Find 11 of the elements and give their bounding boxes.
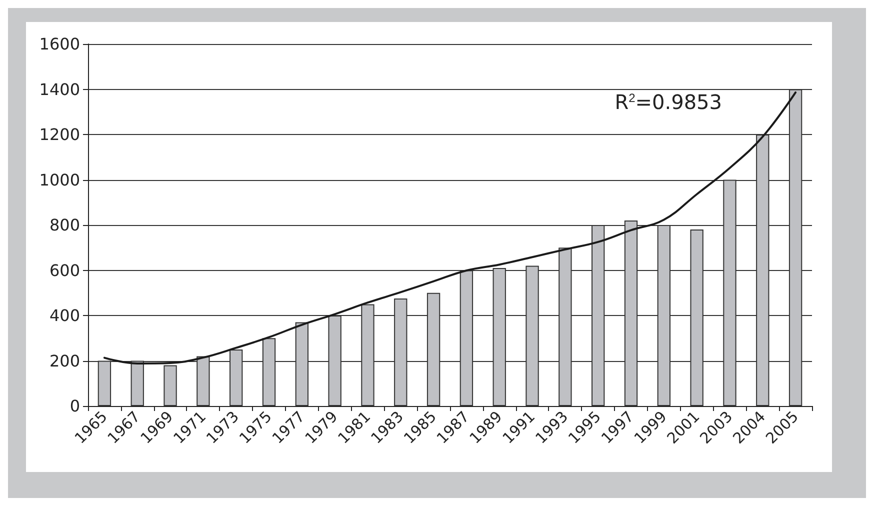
y-tick-label: 1600 xyxy=(39,34,80,54)
y-tick-label: 200 xyxy=(49,351,80,370)
y-tick-label: 400 xyxy=(49,306,80,325)
y-tick-label: 0 xyxy=(70,396,80,416)
y-tick-label: 1400 xyxy=(39,80,80,99)
y-tick-label: 1200 xyxy=(39,125,80,144)
line-series xyxy=(103,91,797,364)
bar xyxy=(164,365,177,406)
y-tick-label: 600 xyxy=(49,260,80,280)
y-tick-label: 1000 xyxy=(39,170,80,190)
y-tick-label: 800 xyxy=(49,216,80,234)
